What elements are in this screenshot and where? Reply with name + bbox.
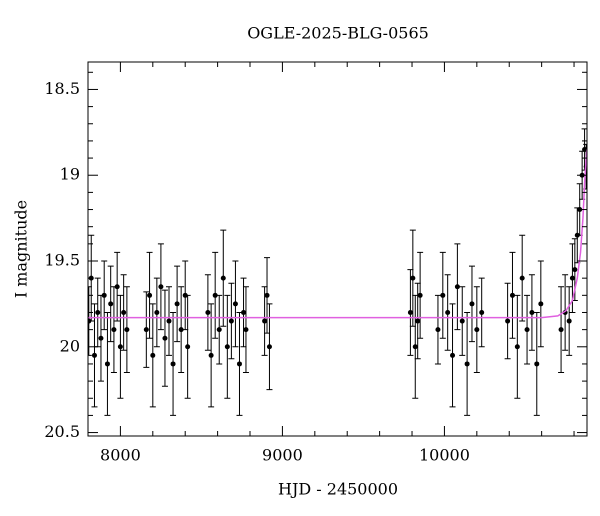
data-point xyxy=(98,335,104,341)
data-point xyxy=(124,327,130,333)
x-tick-label: 10000 xyxy=(419,446,470,465)
data-point xyxy=(469,301,475,307)
data-point xyxy=(208,352,214,358)
data-point xyxy=(150,352,156,358)
data-point xyxy=(505,318,511,324)
data-point xyxy=(454,284,460,290)
data-point xyxy=(262,318,268,324)
data-point xyxy=(212,292,218,298)
data-point xyxy=(158,284,164,290)
data-point xyxy=(111,327,117,333)
data-point xyxy=(166,318,172,324)
x-tick-label: 9000 xyxy=(262,446,303,465)
y-tick-label: 20.5 xyxy=(44,422,80,441)
data-point xyxy=(178,327,184,333)
data-point xyxy=(519,275,525,281)
data-point xyxy=(407,309,413,315)
data-point xyxy=(266,344,272,350)
data-point xyxy=(216,327,222,333)
x-axis-label: HJD - 2450000 xyxy=(278,480,398,499)
data-point xyxy=(479,309,485,315)
data-point xyxy=(228,318,234,324)
data-point xyxy=(154,309,160,315)
data-point xyxy=(220,275,226,281)
x-tick-label: 8000 xyxy=(100,446,141,465)
data-point xyxy=(114,284,120,290)
data-point xyxy=(162,335,168,341)
data-point xyxy=(538,301,544,307)
plot-frame xyxy=(87,61,588,437)
data-point xyxy=(224,344,230,350)
data-point xyxy=(440,292,446,298)
data-point xyxy=(459,318,465,324)
data-point xyxy=(534,361,540,367)
plot-data xyxy=(88,128,587,416)
data-point xyxy=(205,309,211,315)
data-point xyxy=(435,327,441,333)
data-point xyxy=(185,344,191,350)
data-point xyxy=(170,361,176,367)
y-tick-label: 20 xyxy=(60,336,80,355)
data-point xyxy=(147,292,153,298)
data-point xyxy=(104,361,110,367)
data-point xyxy=(236,361,242,367)
data-point xyxy=(474,327,480,333)
y-axis-label: I magnitude xyxy=(12,200,31,298)
data-point xyxy=(577,207,583,213)
data-point xyxy=(241,309,247,315)
data-point xyxy=(464,361,470,367)
data-point xyxy=(143,327,149,333)
data-point xyxy=(569,275,575,281)
data-point xyxy=(243,327,249,333)
data-point xyxy=(558,327,564,333)
data-point xyxy=(108,301,114,307)
data-point xyxy=(509,292,515,298)
data-point xyxy=(529,309,535,315)
data-point xyxy=(417,292,423,298)
data-point xyxy=(445,309,451,315)
data-point xyxy=(412,344,418,350)
data-point xyxy=(566,318,572,324)
data-point xyxy=(415,318,421,324)
data-point xyxy=(514,344,520,350)
data-point xyxy=(91,352,97,358)
data-point xyxy=(450,352,456,358)
data-point xyxy=(410,275,416,281)
data-point xyxy=(117,344,123,350)
y-tick-label: 19 xyxy=(60,165,80,184)
data-point xyxy=(174,301,180,307)
data-point xyxy=(572,267,578,273)
data-point xyxy=(95,309,101,315)
data-point xyxy=(121,309,127,315)
y-tick-label: 19.5 xyxy=(44,251,80,270)
data-point xyxy=(101,292,107,298)
y-tick-label: 18.5 xyxy=(44,79,80,98)
data-point xyxy=(232,301,238,307)
data-point xyxy=(264,292,270,298)
data-point xyxy=(524,327,530,333)
chart-title: OGLE-2025-BLG-0565 xyxy=(247,24,429,43)
